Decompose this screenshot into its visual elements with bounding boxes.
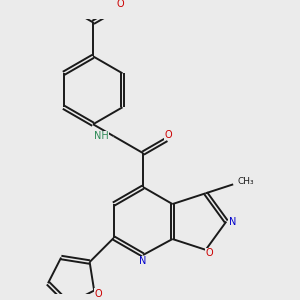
Text: CH₃: CH₃ — [237, 177, 254, 186]
Text: N: N — [140, 256, 147, 266]
Text: O: O — [94, 289, 102, 298]
Text: O: O — [164, 130, 172, 140]
Text: O: O — [117, 0, 124, 9]
Text: N: N — [229, 217, 236, 226]
Text: O: O — [206, 248, 214, 258]
Text: NH: NH — [94, 131, 109, 141]
